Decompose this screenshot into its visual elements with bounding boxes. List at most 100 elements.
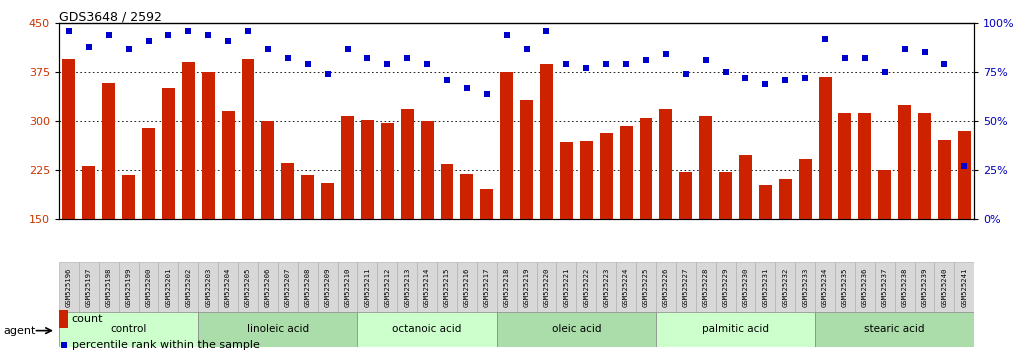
Text: GSM525236: GSM525236 xyxy=(861,267,868,307)
Bar xyxy=(398,262,417,340)
Bar xyxy=(855,262,875,340)
Bar xyxy=(437,262,457,340)
Text: GSM525239: GSM525239 xyxy=(921,267,928,307)
Bar xyxy=(556,262,577,340)
Text: GSM525196: GSM525196 xyxy=(66,267,72,307)
Text: GSM525215: GSM525215 xyxy=(444,267,450,307)
Text: GSM525231: GSM525231 xyxy=(763,267,769,307)
Bar xyxy=(59,262,79,340)
Text: GSM525212: GSM525212 xyxy=(384,267,391,307)
Bar xyxy=(82,166,96,318)
Text: GSM525224: GSM525224 xyxy=(623,267,630,307)
Text: GSM525211: GSM525211 xyxy=(364,267,370,307)
Text: GSM525213: GSM525213 xyxy=(404,267,410,307)
Bar xyxy=(739,155,752,318)
Text: stearic acid: stearic acid xyxy=(864,324,924,334)
Text: GSM525203: GSM525203 xyxy=(205,267,212,307)
Bar xyxy=(417,262,437,340)
Bar xyxy=(357,262,377,340)
Bar xyxy=(616,262,636,340)
Text: control: control xyxy=(111,324,146,334)
Bar xyxy=(62,59,75,318)
Text: GDS3648 / 2592: GDS3648 / 2592 xyxy=(59,11,162,24)
Text: GSM525200: GSM525200 xyxy=(145,267,152,307)
Bar xyxy=(99,262,119,340)
Bar xyxy=(142,128,155,318)
Bar xyxy=(222,112,235,318)
Bar xyxy=(59,312,198,347)
Bar xyxy=(317,262,338,340)
Bar xyxy=(357,312,496,347)
Text: GSM525221: GSM525221 xyxy=(563,267,570,307)
Bar xyxy=(659,109,672,318)
Bar xyxy=(719,172,732,318)
Bar xyxy=(838,113,851,318)
Bar xyxy=(517,262,537,340)
Bar xyxy=(258,262,278,340)
Bar xyxy=(775,262,795,340)
Bar xyxy=(895,262,914,340)
Text: GSM525234: GSM525234 xyxy=(822,267,828,307)
Bar xyxy=(779,179,791,318)
Bar xyxy=(540,64,553,318)
Text: GSM525241: GSM525241 xyxy=(961,267,967,307)
Text: GSM525218: GSM525218 xyxy=(503,267,510,307)
Text: oleic acid: oleic acid xyxy=(551,324,601,334)
Bar xyxy=(914,262,935,340)
Text: GSM525217: GSM525217 xyxy=(484,267,490,307)
Text: count: count xyxy=(71,314,103,324)
Text: palmitic acid: palmitic acid xyxy=(702,324,769,334)
Bar xyxy=(735,262,756,340)
Bar xyxy=(59,310,68,328)
Bar xyxy=(440,164,454,318)
Bar xyxy=(242,59,254,318)
Bar xyxy=(676,262,696,340)
Bar xyxy=(162,88,175,318)
Bar xyxy=(219,262,238,340)
Text: GSM525238: GSM525238 xyxy=(902,267,907,307)
Text: GSM525216: GSM525216 xyxy=(464,267,470,307)
Bar xyxy=(759,185,772,318)
Bar xyxy=(938,139,951,318)
Text: agent: agent xyxy=(3,326,36,336)
Text: GSM525222: GSM525222 xyxy=(584,267,589,307)
Bar xyxy=(301,175,314,318)
Text: GSM525226: GSM525226 xyxy=(663,267,669,307)
Text: GSM525223: GSM525223 xyxy=(603,267,609,307)
Text: GSM525228: GSM525228 xyxy=(703,267,709,307)
Bar xyxy=(954,262,974,340)
Bar xyxy=(958,131,971,318)
Bar xyxy=(461,174,473,318)
Bar xyxy=(596,262,616,340)
Bar xyxy=(577,262,596,340)
Bar xyxy=(879,170,891,318)
Bar xyxy=(819,77,832,318)
Bar xyxy=(898,105,911,318)
Bar xyxy=(560,142,573,318)
Text: GSM525227: GSM525227 xyxy=(682,267,689,307)
Bar xyxy=(716,262,735,340)
Text: linoleic acid: linoleic acid xyxy=(247,324,309,334)
Bar xyxy=(103,83,115,318)
Text: GSM525205: GSM525205 xyxy=(245,267,251,307)
Bar xyxy=(756,262,775,340)
Bar xyxy=(500,72,514,318)
Text: GSM525198: GSM525198 xyxy=(106,267,112,307)
Bar xyxy=(377,262,398,340)
Bar xyxy=(401,109,414,318)
Text: GSM525229: GSM525229 xyxy=(722,267,728,307)
Text: GSM525202: GSM525202 xyxy=(185,267,191,307)
Bar xyxy=(138,262,159,340)
Bar xyxy=(875,262,895,340)
Bar xyxy=(338,262,357,340)
Bar xyxy=(198,262,219,340)
Text: GSM525225: GSM525225 xyxy=(643,267,649,307)
Bar xyxy=(278,262,298,340)
Bar xyxy=(79,262,99,340)
Bar xyxy=(619,126,633,318)
Text: GSM525214: GSM525214 xyxy=(424,267,430,307)
Text: GSM525208: GSM525208 xyxy=(305,267,311,307)
Bar xyxy=(935,262,954,340)
Text: GSM525237: GSM525237 xyxy=(882,267,888,307)
Bar xyxy=(122,175,135,318)
